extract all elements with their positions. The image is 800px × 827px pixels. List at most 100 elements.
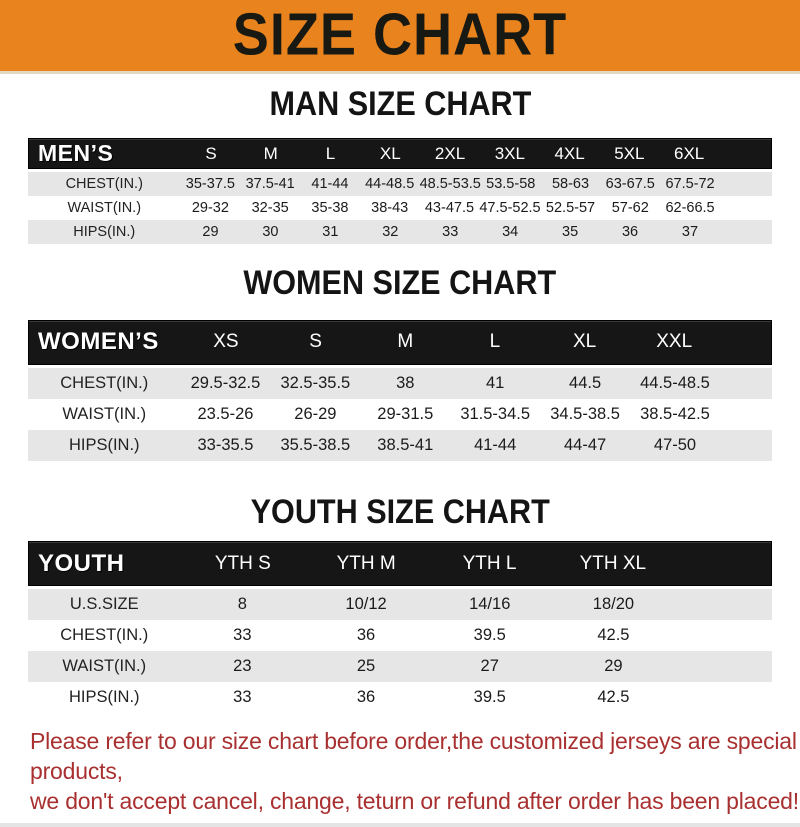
size-value: 23 xyxy=(233,657,252,676)
size-value: 41 xyxy=(486,373,505,392)
row-label: WAIST(IN.) xyxy=(67,200,142,217)
size-value: 32 xyxy=(382,224,399,241)
table-header-label: YOUTH xyxy=(38,549,125,577)
section-heading-women-size-chart: WOMEN SIZE CHART xyxy=(0,244,800,302)
column-header: 2XL xyxy=(434,143,466,163)
size-value: 67.5-72 xyxy=(665,176,715,193)
size-value: 32.5-35.5 xyxy=(280,373,351,392)
size-value: 18/20 xyxy=(592,595,635,614)
size-value: 37 xyxy=(681,224,699,241)
size-value: 62-66.5 xyxy=(665,200,715,217)
table-header-row: WOMEN’S XS S M L XL XXL xyxy=(28,319,772,365)
size-value: 29 xyxy=(604,657,623,676)
size-value: 58-63 xyxy=(551,176,590,193)
size-value: 36 xyxy=(356,626,376,645)
row-label: CHEST(IN.) xyxy=(65,176,143,193)
column-header: YTH XL xyxy=(579,552,647,574)
size-value: 57-62 xyxy=(611,200,649,217)
size-value: 38 xyxy=(396,373,415,392)
row-label: HIPS(IN.) xyxy=(68,435,140,454)
column-header: 6XL xyxy=(673,143,705,163)
table-row: HIPS(IN.) 33 36 39.5 42.5 xyxy=(28,682,772,713)
size-value: 25 xyxy=(356,657,376,676)
size-value: 31 xyxy=(322,224,339,241)
size-value: 44.5 xyxy=(569,373,602,392)
size-value: 29 xyxy=(202,224,219,241)
row-label: WAIST(IN.) xyxy=(62,404,147,423)
column-header: XL xyxy=(572,331,597,353)
table-row: U.S.SIZE 8 10/12 14/16 18/20 xyxy=(28,589,772,621)
section-man-size-chart: MAN SIZE CHART MEN’S S M L XL 2XL 3XL 4XL 5XL 6XL C… xyxy=(0,74,800,245)
row-label: CHEST(IN.) xyxy=(60,373,149,392)
size-value: 42.5 xyxy=(597,688,630,707)
column-header: M xyxy=(397,331,414,353)
size-value: 10/12 xyxy=(345,595,387,614)
size-value: 29.5-32.5 xyxy=(190,373,261,392)
size-value: 43-47.5 xyxy=(424,200,475,217)
size-value: 44-47 xyxy=(563,435,607,454)
size-value: 26-29 xyxy=(294,404,337,423)
table-row: WAIST(IN.) 29-32 32-35 35-38 38-43 43-47.5 47.… xyxy=(28,196,772,220)
column-header: YTH L xyxy=(462,552,517,574)
size-value: 35-37.5 xyxy=(185,176,235,193)
size-value: 34 xyxy=(502,224,519,241)
size-value: 36 xyxy=(356,688,376,707)
size-value: 33-35.5 xyxy=(197,435,254,454)
table-row: HIPS(IN.) 33-35.5 35.5-38.5 38.5-41 41-44 44-… xyxy=(28,429,772,461)
bottom-strip xyxy=(0,823,800,827)
size-value: 33 xyxy=(442,224,459,241)
size-value: 37.5-41 xyxy=(245,176,295,193)
table-row: CHEST(IN.) 29.5-32.5 32.5-35.5 38 41 44.5 44.5… xyxy=(28,367,772,399)
section-heading-man-size-chart: MAN SIZE CHART xyxy=(0,74,800,123)
table-header-row: YOUTH YTH S YTH M YTH L YTH XL xyxy=(28,541,772,587)
row-label: WAIST(IN.) xyxy=(62,657,147,676)
table-row: CHEST(IN.) 35-37.5 37.5-41 41-44 44-48.5 48.5… xyxy=(28,172,772,197)
column-header: 5XL xyxy=(614,143,645,163)
section-heading-text: YOUTH SIZE CHART xyxy=(250,492,550,531)
size-value: 39.5 xyxy=(473,688,506,707)
size-value: 53.5-58 xyxy=(486,176,536,193)
table-row: CHEST(IN.) 33 36 39.5 42.5 xyxy=(28,620,772,651)
table-row: WAIST(IN.) 23.5-26 26-29 29-31.5 31.5-34.5 34… xyxy=(28,399,772,430)
size-value: 44-48.5 xyxy=(365,176,415,193)
size-value: 34.5-38.5 xyxy=(550,404,620,423)
section-heading-youth-size-chart: YOUTH SIZE CHART xyxy=(0,461,800,531)
column-header: S xyxy=(205,143,217,163)
banner: SIZE CHART xyxy=(0,0,800,74)
size-value: 33 xyxy=(233,688,252,707)
table-row: WAIST(IN.) 23 25 27 29 xyxy=(28,651,772,683)
footer-note: Please refer to our size chart before or… xyxy=(30,726,800,816)
table-header-label: WOMEN’S xyxy=(38,328,159,356)
size-value: 38.5-41 xyxy=(377,435,434,454)
size-value: 35-38 xyxy=(311,200,349,217)
size-value: 14/16 xyxy=(469,595,511,614)
size-value: 38-43 xyxy=(371,200,409,217)
size-value: 29-32 xyxy=(191,200,229,217)
size-value: 41-44 xyxy=(474,435,517,454)
size-value: 48.5-53.5 xyxy=(419,176,481,193)
column-header: YTH S xyxy=(214,552,271,574)
column-header: XL xyxy=(379,143,401,163)
size-value: 47-50 xyxy=(653,435,697,454)
column-header: 3XL xyxy=(494,143,525,163)
size-value: 31.5-34.5 xyxy=(460,404,531,423)
table-header-row: MEN’S S M L XL 2XL 3XL 4XL 5XL 6XL xyxy=(28,138,772,170)
section-heading-text: WOMEN SIZE CHART xyxy=(243,264,557,303)
size-value: 38.5-42.5 xyxy=(640,404,710,423)
section-women-size-chart: WOMEN SIZE CHART WOMEN’S XS S M L XL XXL CHEST(I… xyxy=(0,244,800,461)
row-label: U.S.SIZE xyxy=(69,595,139,614)
column-header: S xyxy=(309,331,322,353)
size-value: 30 xyxy=(262,224,279,241)
size-value: 8 xyxy=(237,595,247,614)
row-label: CHEST(IN.) xyxy=(60,626,149,645)
size-table-man-size-chart: MEN’S S M L XL 2XL 3XL 4XL 5XL 6XL CHEST(IN.) 35-37… xyxy=(28,138,772,245)
footer-line-2: we don't accept cancel, change, teturn o… xyxy=(30,788,799,815)
column-header: XS xyxy=(213,331,239,353)
section-heading-text: MAN SIZE CHART xyxy=(269,85,531,123)
size-value: 47.5-52.5 xyxy=(479,200,541,217)
size-value: 41-44 xyxy=(311,176,349,193)
size-value: 23.5-26 xyxy=(197,404,254,423)
footer-line-1: Please refer to our size chart before or… xyxy=(30,728,797,785)
section-youth-size-chart: YOUTH SIZE CHART YOUTH YTH S YTH M YTH L YTH … xyxy=(0,461,800,713)
size-value: 35.5-38.5 xyxy=(280,435,351,454)
